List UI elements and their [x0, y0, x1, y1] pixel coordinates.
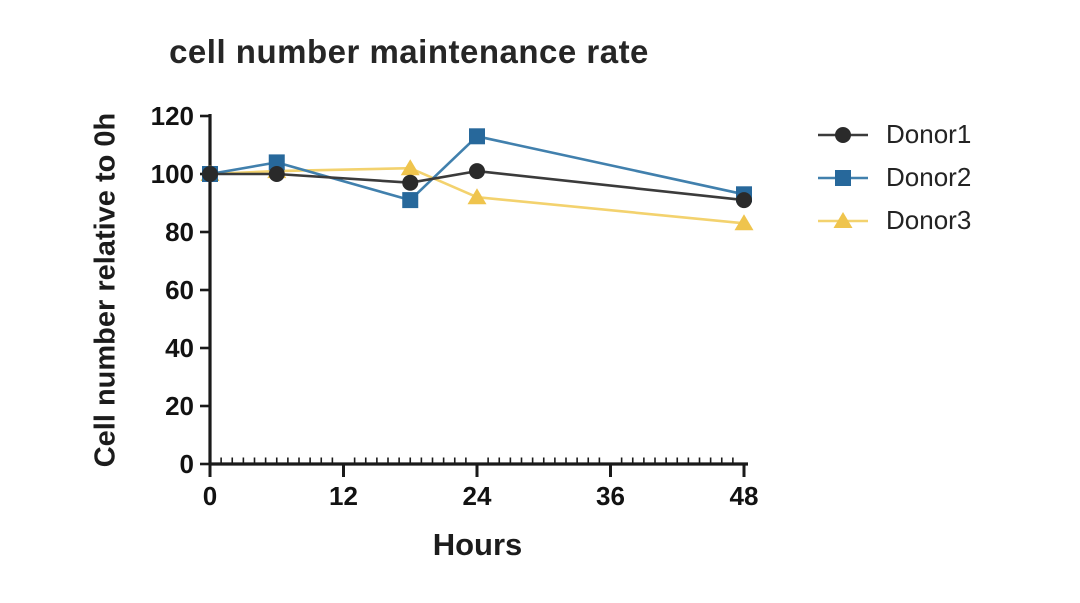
- square-marker: [268, 154, 285, 171]
- triangle-marker: [833, 211, 853, 228]
- axes: 0 12 24 36 48 0 20 40 60 80 100 120: [151, 101, 759, 511]
- legend-label: Donor1: [886, 119, 972, 149]
- x-tick-label: 48: [730, 481, 759, 511]
- x-tick-label: 24: [463, 481, 492, 511]
- y-tick-label: 120: [151, 101, 194, 131]
- donor1-circle-swatch-icon: [818, 126, 868, 143]
- legend-label: Donor3: [886, 205, 972, 235]
- triangle-marker: [734, 214, 754, 231]
- y-tick-label: 0: [180, 449, 194, 479]
- donor3-triangle-swatch-icon: [818, 211, 868, 228]
- y-tick-label: 40: [165, 333, 194, 363]
- triangle-marker: [400, 159, 420, 176]
- legend-label: Donor2: [886, 162, 972, 192]
- donor2-square-swatch-icon: [818, 169, 868, 186]
- legend: Donor1 Donor2 Donor3: [816, 120, 971, 235]
- square-marker: [835, 169, 851, 186]
- x-tick-label: 12: [329, 481, 358, 511]
- chart-title: cell number maintenance rate: [169, 33, 649, 70]
- circle-marker: [835, 126, 851, 143]
- x-tick-label: 36: [596, 481, 625, 511]
- x-tick-label: 0: [203, 481, 217, 511]
- circle-marker: [736, 192, 752, 209]
- series-donor1: [202, 163, 752, 209]
- legend-item-donor1: Donor1: [816, 120, 971, 149]
- circle-marker: [202, 166, 218, 182]
- legend-item-donor2: Donor2: [816, 163, 971, 192]
- y-tick-label: 100: [151, 159, 194, 189]
- y-tick-label: 60: [165, 275, 194, 305]
- legend-item-donor3: Donor3: [816, 206, 971, 235]
- x-axis-label: Hours: [432, 527, 523, 562]
- y-tick-label: 80: [165, 217, 194, 247]
- circle-marker: [402, 174, 419, 191]
- circle-marker: [469, 163, 485, 180]
- triangle-marker: [467, 188, 487, 205]
- square-marker: [469, 128, 485, 145]
- circle-marker: [268, 166, 285, 182]
- y-tick-label: 20: [165, 391, 194, 421]
- square-marker: [402, 192, 419, 209]
